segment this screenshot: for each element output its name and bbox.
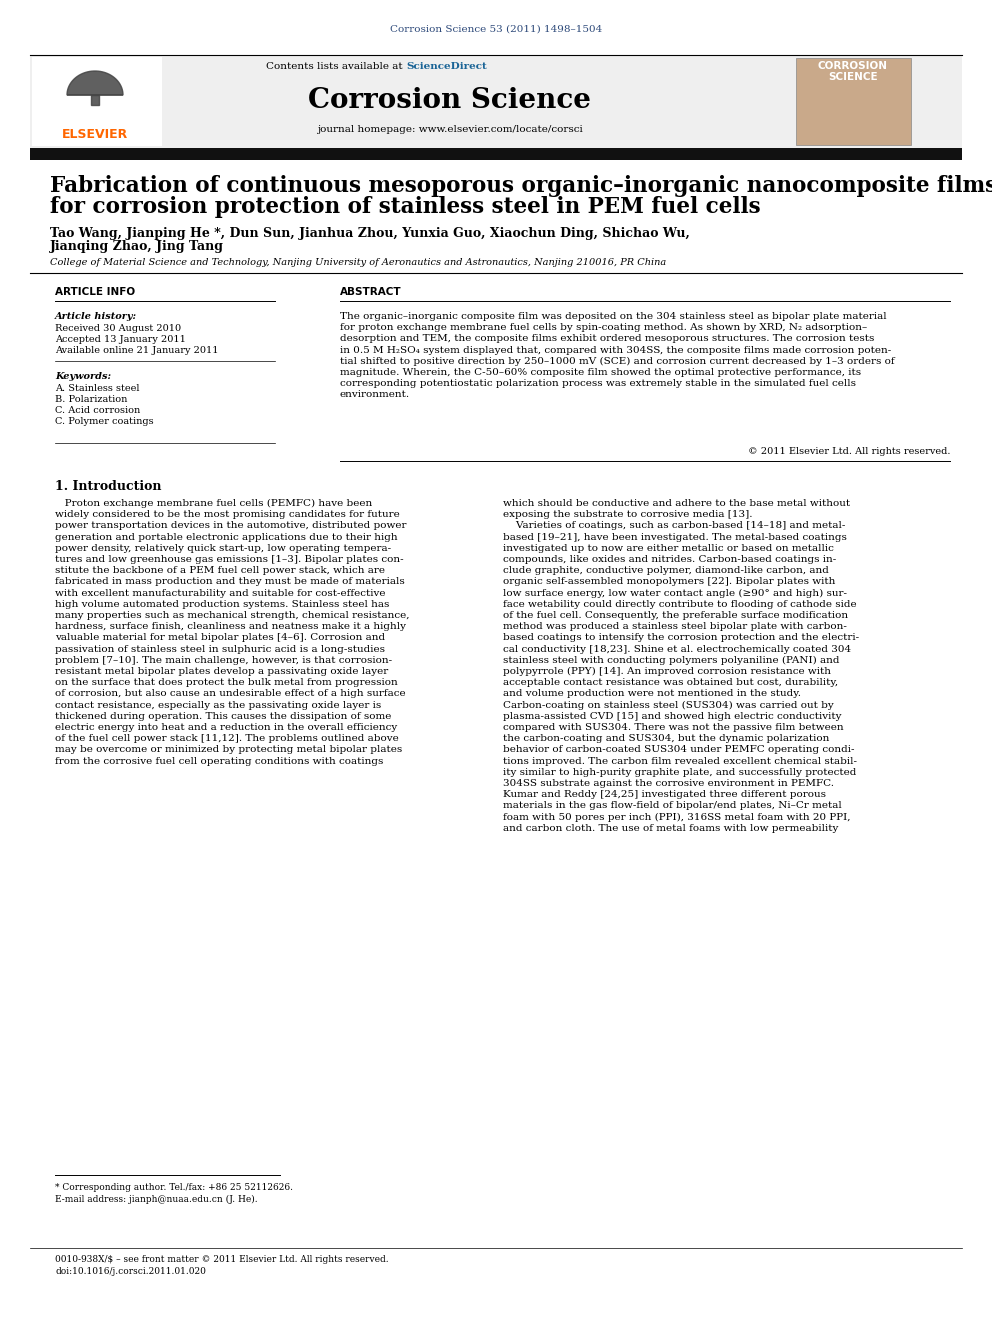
Text: electric energy into heat and a reduction in the overall efficiency: electric energy into heat and a reductio… bbox=[55, 722, 397, 732]
Text: foam with 50 pores per inch (PPI), 316SS metal foam with 20 PPI,: foam with 50 pores per inch (PPI), 316SS… bbox=[503, 812, 850, 822]
Text: valuable material for metal bipolar plates [4–6]. Corrosion and: valuable material for metal bipolar plat… bbox=[55, 634, 385, 643]
Text: on the surface that does protect the bulk metal from progression: on the surface that does protect the bul… bbox=[55, 679, 398, 687]
Text: Keywords:: Keywords: bbox=[55, 372, 111, 381]
Bar bbox=[30, 56, 962, 148]
Text: ARTICLE INFO: ARTICLE INFO bbox=[55, 287, 135, 296]
Text: ABSTRACT: ABSTRACT bbox=[340, 287, 402, 296]
Text: compared with SUS304. There was not the passive film between: compared with SUS304. There was not the … bbox=[503, 722, 843, 732]
Text: Varieties of coatings, such as carbon-based [14–18] and metal-: Varieties of coatings, such as carbon-ba… bbox=[503, 521, 845, 531]
Text: problem [7–10]. The main challenge, however, is that corrosion-: problem [7–10]. The main challenge, howe… bbox=[55, 656, 392, 664]
Text: cal conductivity [18,23]. Shine et al. electrochemically coated 304: cal conductivity [18,23]. Shine et al. e… bbox=[503, 644, 851, 654]
Text: exposing the substrate to corrosive media [13].: exposing the substrate to corrosive medi… bbox=[503, 511, 753, 519]
Text: in 0.5 M H₂SO₄ system displayed that, compared with 304SS, the composite films m: in 0.5 M H₂SO₄ system displayed that, co… bbox=[340, 345, 891, 355]
Text: magnitude. Wherein, the C-50–60% composite film showed the optimal protective pe: magnitude. Wherein, the C-50–60% composi… bbox=[340, 368, 861, 377]
Polygon shape bbox=[67, 71, 123, 95]
Text: with excellent manufacturability and suitable for cost-effective: with excellent manufacturability and sui… bbox=[55, 589, 386, 598]
Text: many properties such as mechanical strength, chemical resistance,: many properties such as mechanical stren… bbox=[55, 611, 410, 620]
Text: low surface energy, low water contact angle (≥90° and high) sur-: low surface energy, low water contact an… bbox=[503, 589, 847, 598]
Text: tial shifted to positive direction by 250–1000 mV (SCE) and corrosion current de: tial shifted to positive direction by 25… bbox=[340, 357, 895, 366]
Text: high volume automated production systems. Stainless steel has: high volume automated production systems… bbox=[55, 599, 390, 609]
Text: based coatings to intensify the corrosion protection and the electri-: based coatings to intensify the corrosio… bbox=[503, 634, 859, 643]
Text: compounds, like oxides and nitrides. Carbon-based coatings in-: compounds, like oxides and nitrides. Car… bbox=[503, 556, 836, 564]
Text: acceptable contact resistance was obtained but cost, durability,: acceptable contact resistance was obtain… bbox=[503, 679, 838, 687]
Text: doi:10.1016/j.corsci.2011.01.020: doi:10.1016/j.corsci.2011.01.020 bbox=[55, 1267, 206, 1275]
Text: and carbon cloth. The use of metal foams with low permeability: and carbon cloth. The use of metal foams… bbox=[503, 824, 838, 832]
Text: © 2011 Elsevier Ltd. All rights reserved.: © 2011 Elsevier Ltd. All rights reserved… bbox=[748, 447, 950, 456]
Text: generation and portable electronic applications due to their high: generation and portable electronic appli… bbox=[55, 533, 398, 541]
Text: Jianqing Zhao, Jing Tang: Jianqing Zhao, Jing Tang bbox=[50, 239, 224, 253]
Text: Contents lists available at: Contents lists available at bbox=[266, 62, 406, 71]
Bar bbox=[30, 148, 962, 160]
Text: for proton exchange membrane fuel cells by spin-coating method. As shown by XRD,: for proton exchange membrane fuel cells … bbox=[340, 323, 867, 332]
Text: for corrosion protection of stainless steel in PEM fuel cells: for corrosion protection of stainless st… bbox=[50, 196, 761, 218]
Text: SCIENCE: SCIENCE bbox=[828, 71, 878, 82]
Polygon shape bbox=[91, 95, 99, 105]
Text: investigated up to now are either metallic or based on metallic: investigated up to now are either metall… bbox=[503, 544, 834, 553]
Text: stitute the backbone of a PEM fuel cell power stack, which are: stitute the backbone of a PEM fuel cell … bbox=[55, 566, 385, 576]
Text: ELSEVIER: ELSEVIER bbox=[62, 128, 128, 142]
Text: the carbon-coating and SUS304, but the dynamic polarization: the carbon-coating and SUS304, but the d… bbox=[503, 734, 829, 744]
Text: method was produced a stainless steel bipolar plate with carbon-: method was produced a stainless steel bi… bbox=[503, 622, 847, 631]
Text: Corrosion Science 53 (2011) 1498–1504: Corrosion Science 53 (2011) 1498–1504 bbox=[390, 25, 602, 34]
Bar bbox=[796, 58, 911, 146]
Text: face wetability could directly contribute to flooding of cathode side: face wetability could directly contribut… bbox=[503, 599, 857, 609]
Text: widely considered to be the most promising candidates for future: widely considered to be the most promisi… bbox=[55, 511, 400, 519]
Text: stainless steel with conducting polymers polyaniline (PANI) and: stainless steel with conducting polymers… bbox=[503, 656, 839, 665]
Text: may be overcome or minimized by protecting metal bipolar plates: may be overcome or minimized by protecti… bbox=[55, 745, 402, 754]
Text: tures and low greenhouse gas emissions [1–3]. Bipolar plates con-: tures and low greenhouse gas emissions [… bbox=[55, 556, 404, 564]
Text: of corrosion, but also cause an undesirable effect of a high surface: of corrosion, but also cause an undesira… bbox=[55, 689, 406, 699]
Text: C. Polymer coatings: C. Polymer coatings bbox=[55, 417, 154, 426]
Text: thickened during operation. This causes the dissipation of some: thickened during operation. This causes … bbox=[55, 712, 392, 721]
Text: Accepted 13 January 2011: Accepted 13 January 2011 bbox=[55, 335, 186, 344]
Text: * Corresponding author. Tel./fax: +86 25 52112626.: * Corresponding author. Tel./fax: +86 25… bbox=[55, 1183, 293, 1192]
Text: Kumar and Reddy [24,25] investigated three different porous: Kumar and Reddy [24,25] investigated thr… bbox=[503, 790, 826, 799]
Text: Article history:: Article history: bbox=[55, 312, 137, 321]
Text: materials in the gas flow-field of bipolar/end plates, Ni–Cr metal: materials in the gas flow-field of bipol… bbox=[503, 802, 842, 811]
Text: The organic–inorganic composite film was deposited on the 304 stainless steel as: The organic–inorganic composite film was… bbox=[340, 312, 887, 321]
Text: Carbon-coating on stainless steel (SUS304) was carried out by: Carbon-coating on stainless steel (SUS30… bbox=[503, 701, 833, 709]
Text: passivation of stainless steel in sulphuric acid is a long-studies: passivation of stainless steel in sulphu… bbox=[55, 644, 385, 654]
Text: which should be conductive and adhere to the base metal without: which should be conductive and adhere to… bbox=[503, 499, 850, 508]
Text: contact resistance, especially as the passivating oxide layer is: contact resistance, especially as the pa… bbox=[55, 701, 381, 709]
Text: behavior of carbon-coated SUS304 under PEMFC operating condi-: behavior of carbon-coated SUS304 under P… bbox=[503, 745, 854, 754]
Text: fabricated in mass production and they must be made of materials: fabricated in mass production and they m… bbox=[55, 577, 405, 586]
Text: based [19–21], have been investigated. The metal-based coatings: based [19–21], have been investigated. T… bbox=[503, 533, 847, 541]
Text: ScienceDirect: ScienceDirect bbox=[406, 62, 487, 71]
Text: resistant metal bipolar plates develop a passivating oxide layer: resistant metal bipolar plates develop a… bbox=[55, 667, 388, 676]
Text: Received 30 August 2010: Received 30 August 2010 bbox=[55, 324, 182, 333]
Text: B. Polarization: B. Polarization bbox=[55, 396, 127, 404]
Text: plasma-assisted CVD [15] and showed high electric conductivity: plasma-assisted CVD [15] and showed high… bbox=[503, 712, 841, 721]
Text: and volume production were not mentioned in the study.: and volume production were not mentioned… bbox=[503, 689, 801, 699]
Text: environment.: environment. bbox=[340, 390, 410, 400]
Text: corresponding potentiostatic polarization process was extremely stable in the si: corresponding potentiostatic polarizatio… bbox=[340, 380, 856, 388]
Text: Corrosion Science: Corrosion Science bbox=[309, 87, 591, 114]
Text: tions improved. The carbon film revealed excellent chemical stabil-: tions improved. The carbon film revealed… bbox=[503, 757, 857, 766]
Text: Fabrication of continuous mesoporous organic–inorganic nanocomposite films: Fabrication of continuous mesoporous org… bbox=[50, 175, 992, 197]
Text: C. Acid corrosion: C. Acid corrosion bbox=[55, 406, 140, 415]
Text: polypyrrole (PPY) [14]. An improved corrosion resistance with: polypyrrole (PPY) [14]. An improved corr… bbox=[503, 667, 831, 676]
Bar bbox=[32, 57, 162, 146]
Text: Proton exchange membrane fuel cells (PEMFC) have been: Proton exchange membrane fuel cells (PEM… bbox=[55, 499, 372, 508]
Text: 1. Introduction: 1. Introduction bbox=[55, 480, 162, 493]
Text: journal homepage: www.elsevier.com/locate/corsci: journal homepage: www.elsevier.com/locat… bbox=[317, 124, 583, 134]
Text: clude graphite, conductive polymer, diamond-like carbon, and: clude graphite, conductive polymer, diam… bbox=[503, 566, 829, 576]
Text: power transportation devices in the automotive, distributed power: power transportation devices in the auto… bbox=[55, 521, 407, 531]
Text: power density, relatively quick start-up, low operating tempera-: power density, relatively quick start-up… bbox=[55, 544, 391, 553]
Text: A. Stainless steel: A. Stainless steel bbox=[55, 384, 140, 393]
Text: ity similar to high-purity graphite plate, and successfully protected: ity similar to high-purity graphite plat… bbox=[503, 767, 856, 777]
Text: from the corrosive fuel cell operating conditions with coatings: from the corrosive fuel cell operating c… bbox=[55, 757, 383, 766]
Text: CORROSION: CORROSION bbox=[818, 61, 888, 71]
Text: Tao Wang, Jianping He *, Dun Sun, Jianhua Zhou, Yunxia Guo, Xiaochun Ding, Shich: Tao Wang, Jianping He *, Dun Sun, Jianhu… bbox=[50, 228, 689, 239]
Text: of the fuel cell power stack [11,12]. The problems outlined above: of the fuel cell power stack [11,12]. Th… bbox=[55, 734, 399, 744]
Text: Available online 21 January 2011: Available online 21 January 2011 bbox=[55, 347, 218, 355]
Text: 304SS substrate against the corrosive environment in PEMFC.: 304SS substrate against the corrosive en… bbox=[503, 779, 834, 789]
Text: hardness, surface finish, cleanliness and neatness make it a highly: hardness, surface finish, cleanliness an… bbox=[55, 622, 406, 631]
Text: E-mail address: jianph@nuaa.edu.cn (J. He).: E-mail address: jianph@nuaa.edu.cn (J. H… bbox=[55, 1195, 258, 1204]
Text: desorption and TEM, the composite films exhibit ordered mesoporous structures. T: desorption and TEM, the composite films … bbox=[340, 335, 874, 344]
Text: 0010-938X/$ – see front matter © 2011 Elsevier Ltd. All rights reserved.: 0010-938X/$ – see front matter © 2011 El… bbox=[55, 1256, 389, 1263]
Text: College of Material Science and Technology, Nanjing University of Aeronautics an: College of Material Science and Technolo… bbox=[50, 258, 667, 267]
Text: of the fuel cell. Consequently, the preferable surface modification: of the fuel cell. Consequently, the pref… bbox=[503, 611, 848, 620]
Text: organic self-assembled monopolymers [22]. Bipolar plates with: organic self-assembled monopolymers [22]… bbox=[503, 577, 835, 586]
